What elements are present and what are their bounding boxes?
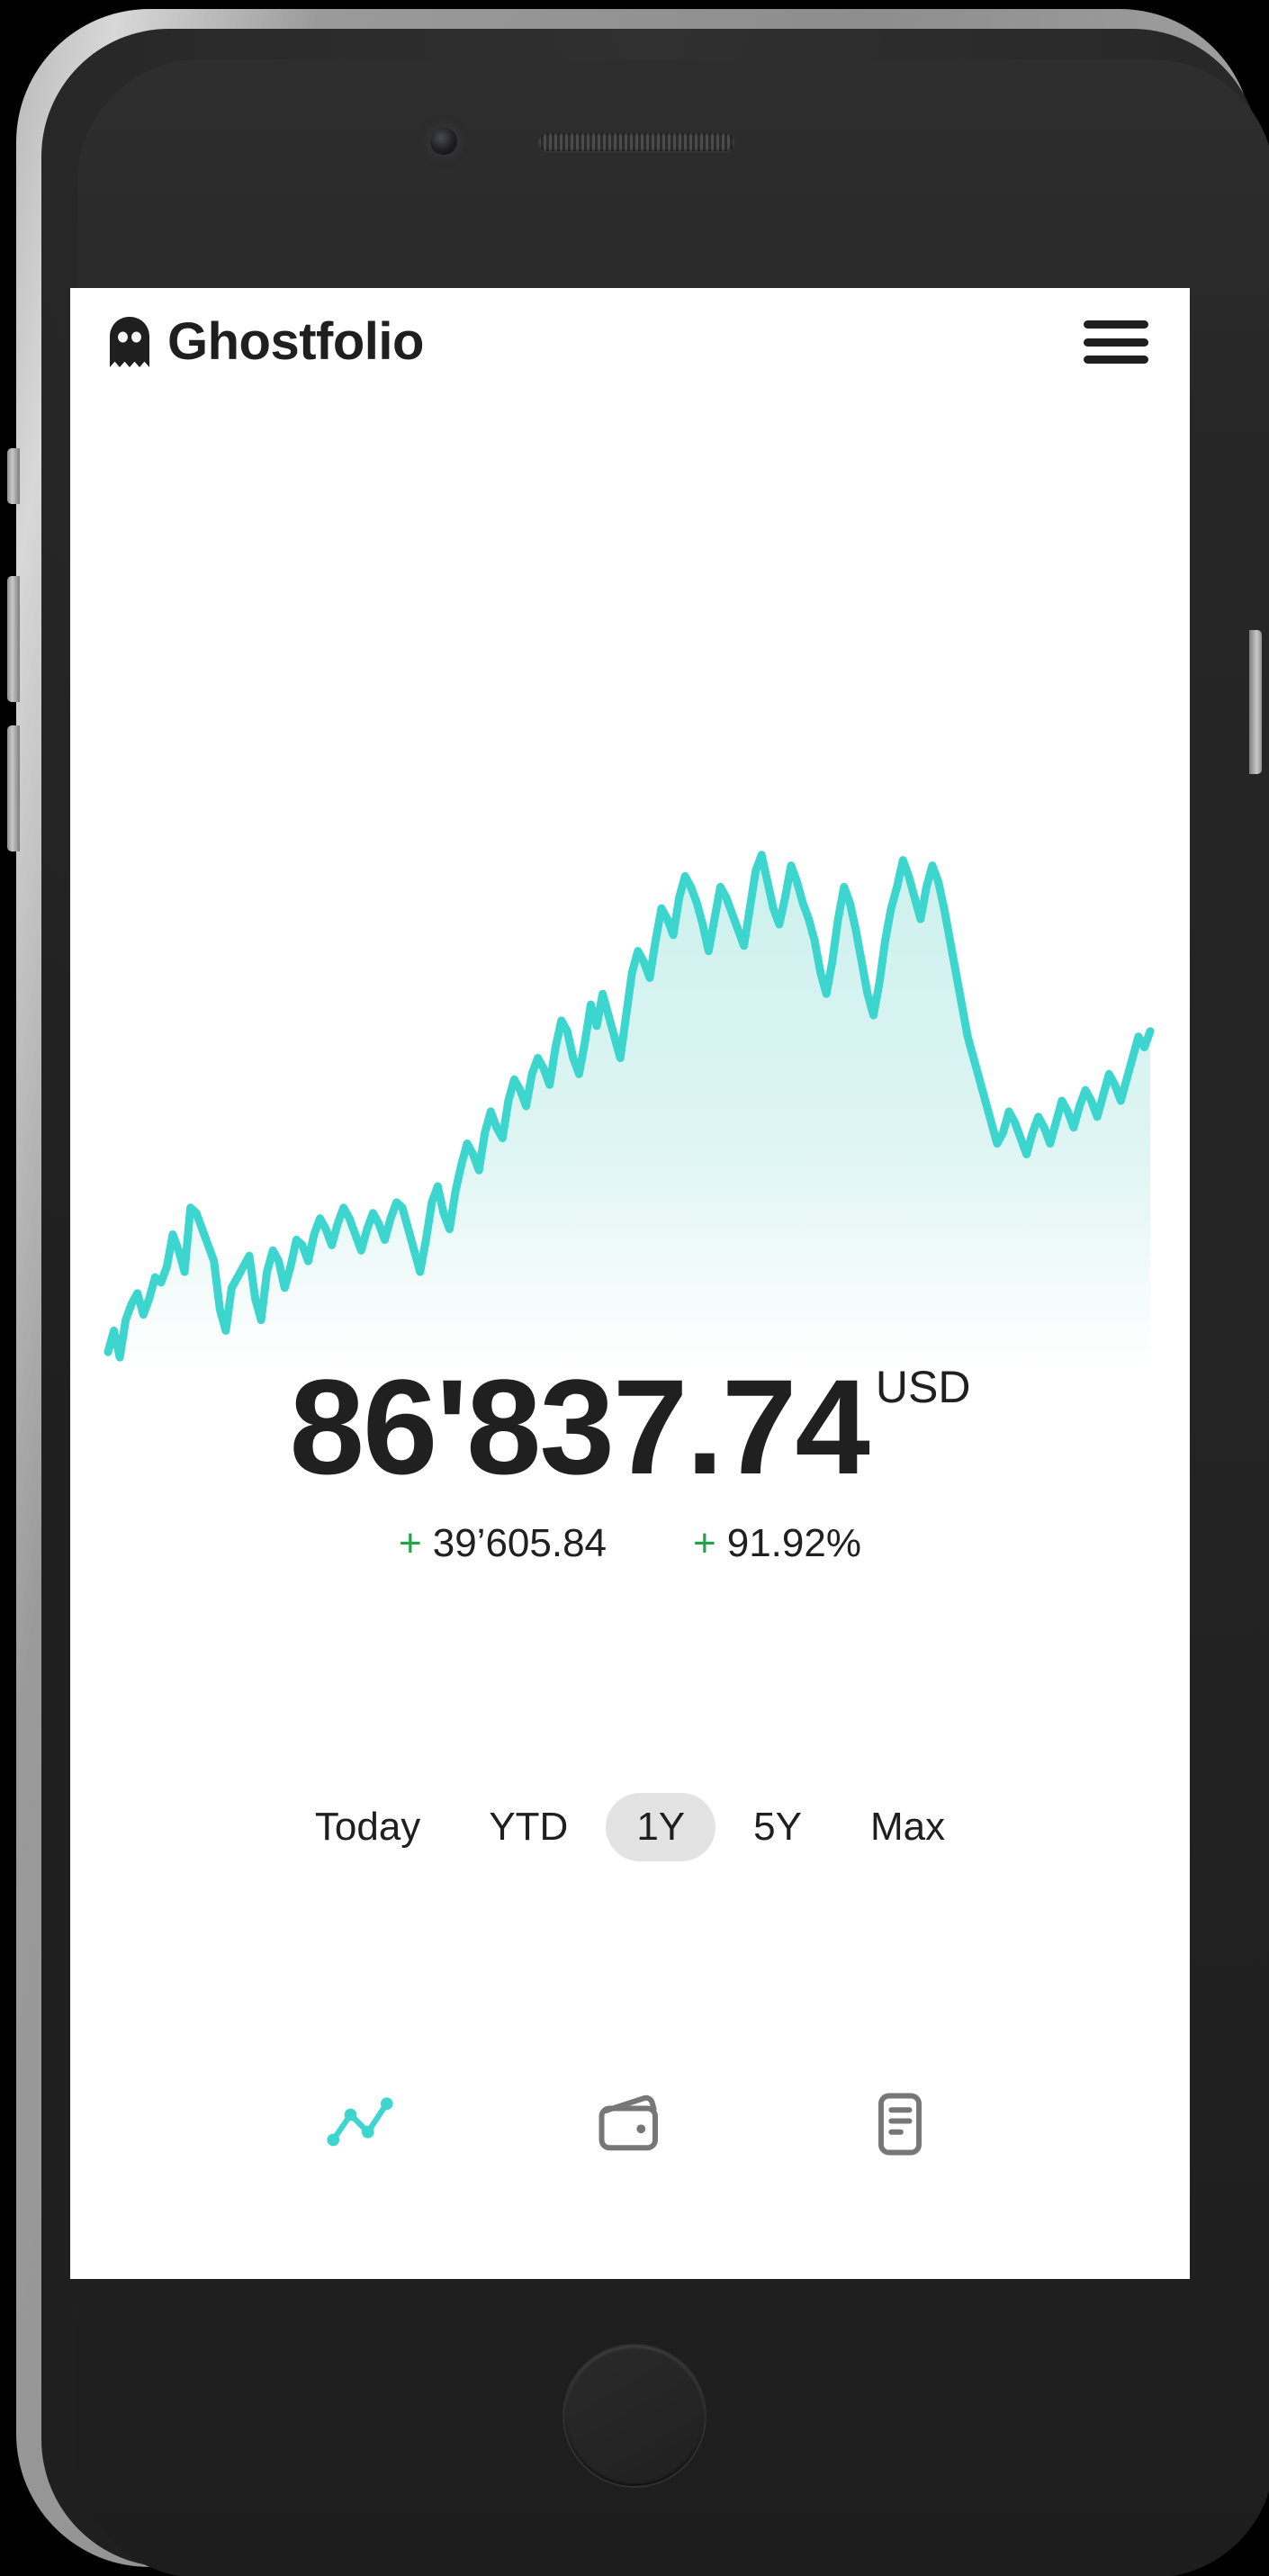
volume-down-button[interactable] [7,725,20,851]
date-range-selector[interactable]: Today YTD 1Y 5Y Max [70,1793,1190,1861]
volume-up-button[interactable] [7,576,20,702]
brand-name: Ghostfolio [167,312,424,371]
range-option-5y[interactable]: 5Y [723,1793,832,1861]
hamburger-bar [1084,338,1148,347]
hamburger-menu-icon[interactable] [1084,317,1148,367]
bottom-navigation [70,2070,1190,2178]
wallet-icon [598,2094,658,2151]
change-absolute-sign: + [399,1521,422,1565]
front-camera-icon [430,128,457,155]
range-option-max[interactable]: Max [840,1793,976,1861]
document-icon [878,2093,922,2156]
change-percent-sign: + [693,1521,716,1565]
range-option-1y[interactable]: 1Y [606,1793,716,1861]
nav-item-summary[interactable] [857,2081,943,2167]
change-absolute-value: 39’605.84 [432,1521,608,1565]
range-option-today[interactable]: Today [284,1793,451,1861]
power-button[interactable] [1249,630,1262,774]
change-percent: + 91.92% [693,1521,861,1566]
brand-logo[interactable]: Ghostfolio [108,316,424,368]
portfolio-value-line: 86'837.74 USD [290,1359,971,1494]
line-chart-icon [327,2097,393,2147]
change-absolute: + 39’605.84 [399,1521,607,1566]
phone-screen: Ghostfolio [70,288,1190,2279]
nav-item-overview[interactable] [317,2081,403,2167]
home-button[interactable] [564,2346,705,2486]
hamburger-bar [1084,320,1148,329]
earpiece-speaker-icon [538,133,734,151]
silent-switch-button[interactable] [7,448,20,504]
nav-item-portfolio[interactable] [587,2081,673,2167]
portfolio-value-block: 86'837.74 USD + 39’605.84 + 91.92% [70,1359,1190,1566]
hamburger-bar [1084,356,1148,364]
portfolio-value: 86'837.74 [289,1351,870,1502]
performance-area-chart [104,851,1155,1368]
portfolio-currency: USD [875,1362,971,1412]
app-header: Ghostfolio [70,288,1190,396]
portfolio-change-row: + 39’605.84 + 91.92% [70,1521,1190,1566]
ghost-logo-icon [110,317,149,367]
change-percent-value: 91.92% [726,1521,861,1565]
portfolio-performance-chart[interactable] [70,774,1190,1368]
range-option-ytd[interactable]: YTD [458,1793,598,1861]
